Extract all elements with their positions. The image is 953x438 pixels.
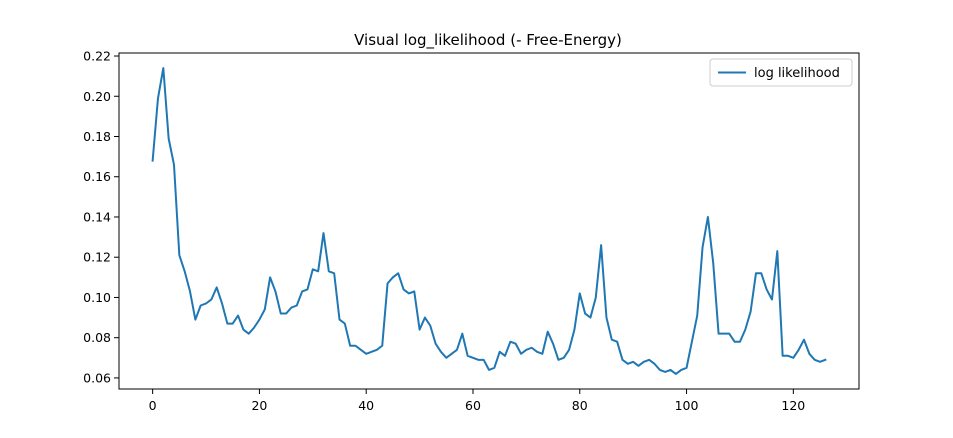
chart-title: Visual log_likelihood (- Free-Energy) xyxy=(354,31,622,50)
y-tick-label: 0.18 xyxy=(83,129,111,144)
x-tick-label: 40 xyxy=(358,398,374,413)
x-tick-label: 100 xyxy=(675,398,699,413)
x-tick-label: 20 xyxy=(251,398,267,413)
x-tick-label: 120 xyxy=(781,398,805,413)
y-tick-label: 0.06 xyxy=(83,370,111,385)
legend-box xyxy=(709,58,853,87)
y-tick-label: 0.08 xyxy=(83,330,111,345)
y-tick-label: 0.14 xyxy=(83,209,111,224)
y-tick-label: 0.12 xyxy=(83,250,111,265)
y-tick-label: 0.10 xyxy=(83,290,111,305)
legend: log likelihood xyxy=(709,58,853,87)
legend-label: log likelihood xyxy=(754,66,840,81)
y-tick-label: 0.16 xyxy=(83,169,111,184)
y-tick-label: 0.22 xyxy=(83,49,111,64)
x-tick-label: 0 xyxy=(149,398,157,413)
axes-frame xyxy=(118,52,860,390)
x-tick-label: 60 xyxy=(465,398,481,413)
series-line-0 xyxy=(151,67,827,375)
y-tick-label: 0.20 xyxy=(83,89,111,104)
x-tick-label: 80 xyxy=(572,398,588,413)
plot-area: 0 20 40 60 80 100 120 0.06 0.08 0.10 0.12 0.14 0.16 0… xyxy=(83,49,860,413)
